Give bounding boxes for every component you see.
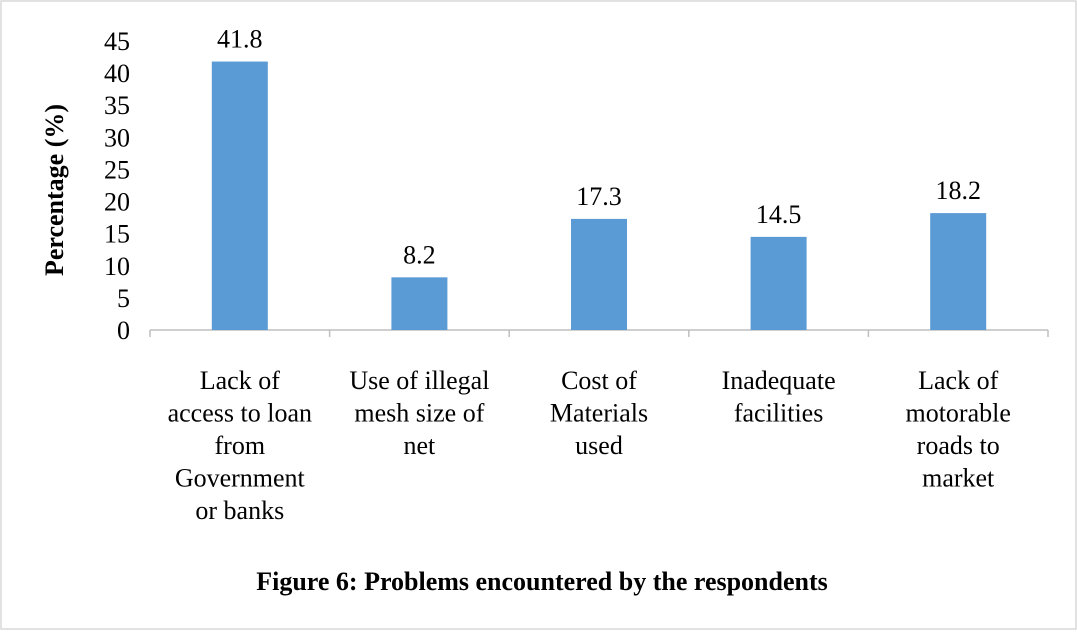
category-label: Inadequate facilities bbox=[722, 366, 836, 428]
bar bbox=[750, 236, 807, 330]
y-axis: 0 5 10 15 20 25 30 35 40 45 bbox=[104, 27, 130, 345]
y-tick-label: 40 bbox=[104, 59, 130, 88]
y-tick-label: 45 bbox=[104, 27, 130, 56]
bar-value-label: 18.2 bbox=[935, 176, 981, 205]
y-tick-label: 20 bbox=[104, 188, 130, 217]
y-tick-label: 25 bbox=[104, 155, 130, 184]
bar-value-label: 8.2 bbox=[403, 240, 436, 269]
bar-value-label: 41.8 bbox=[217, 25, 263, 54]
bar bbox=[391, 277, 448, 330]
category-label: Lack of motorable roads to market bbox=[905, 366, 1010, 493]
y-tick-label: 15 bbox=[104, 220, 130, 249]
y-tick-label: 30 bbox=[104, 123, 130, 152]
category-label: Use of illegal mesh size of net bbox=[349, 366, 489, 460]
y-tick-label: 5 bbox=[117, 284, 130, 313]
category-labels: Lack of access to loan from Government or ba… bbox=[168, 366, 1011, 525]
bar bbox=[930, 213, 987, 330]
bars bbox=[211, 61, 987, 330]
figure-caption: Figure 6: Problems encountered by the re… bbox=[256, 567, 828, 596]
bar-value-label: 14.5 bbox=[756, 200, 802, 229]
bar-value-label: 17.3 bbox=[576, 182, 622, 211]
y-axis-title: Percentage (%) bbox=[40, 104, 69, 276]
y-tick-label: 35 bbox=[104, 91, 130, 120]
bar bbox=[211, 61, 268, 330]
category-label: Lack of access to loan from Government or ba… bbox=[168, 366, 312, 525]
y-tick-label: 0 bbox=[117, 316, 130, 345]
bar bbox=[571, 218, 627, 330]
y-tick-label: 10 bbox=[104, 252, 130, 281]
data-labels: 41.8 8.2 17.3 14.5 18.2 bbox=[217, 25, 981, 270]
category-label: Cost of Materials used bbox=[550, 366, 648, 460]
